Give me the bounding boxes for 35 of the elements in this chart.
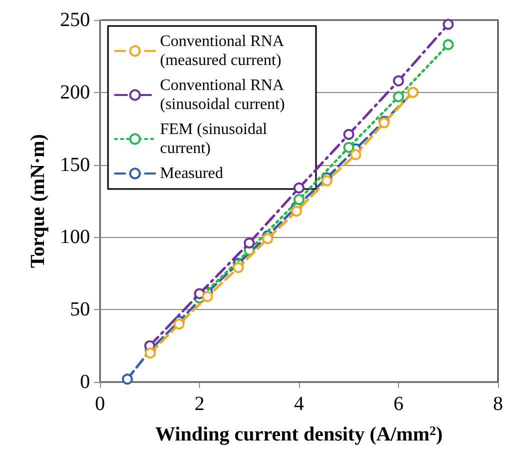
point <box>343 128 354 140</box>
y-tick-label: 100 <box>60 226 90 248</box>
point <box>343 142 354 153</box>
point <box>122 374 133 385</box>
legend-label: Conventional RNA (measured current) <box>160 33 288 69</box>
y-tick-label: 50 <box>70 298 90 321</box>
point <box>393 75 404 86</box>
point <box>294 194 304 206</box>
point <box>144 348 156 359</box>
point <box>442 39 454 50</box>
point <box>174 318 185 330</box>
legend-label: Measured <box>160 165 224 182</box>
y-axis-title: Torque (mN·m) <box>27 134 49 268</box>
point <box>294 182 304 194</box>
legend-label: Conventional RNA (sinusoidal current) <box>160 77 288 113</box>
x-tick-label: 8 <box>493 393 503 415</box>
point <box>202 291 213 302</box>
point <box>442 18 454 30</box>
x-tick-label: 0 <box>95 393 105 415</box>
point <box>262 233 274 244</box>
y-tick-label: 150 <box>60 154 90 176</box>
y-tick-label: 0 <box>80 371 90 393</box>
point <box>321 175 332 186</box>
point <box>194 288 205 300</box>
x-tick-label: 4 <box>294 393 304 415</box>
y-tick-label: 200 <box>60 81 90 104</box>
legend-label: FEM (sinusoidal current) <box>160 121 272 157</box>
x-tick-label: 2 <box>194 393 204 415</box>
point <box>244 237 255 248</box>
x-tick-label: 6 <box>394 393 404 415</box>
point <box>291 206 302 217</box>
point <box>393 91 404 102</box>
point <box>350 149 362 160</box>
point <box>232 262 244 274</box>
y-tick-label: 250 <box>60 9 90 31</box>
